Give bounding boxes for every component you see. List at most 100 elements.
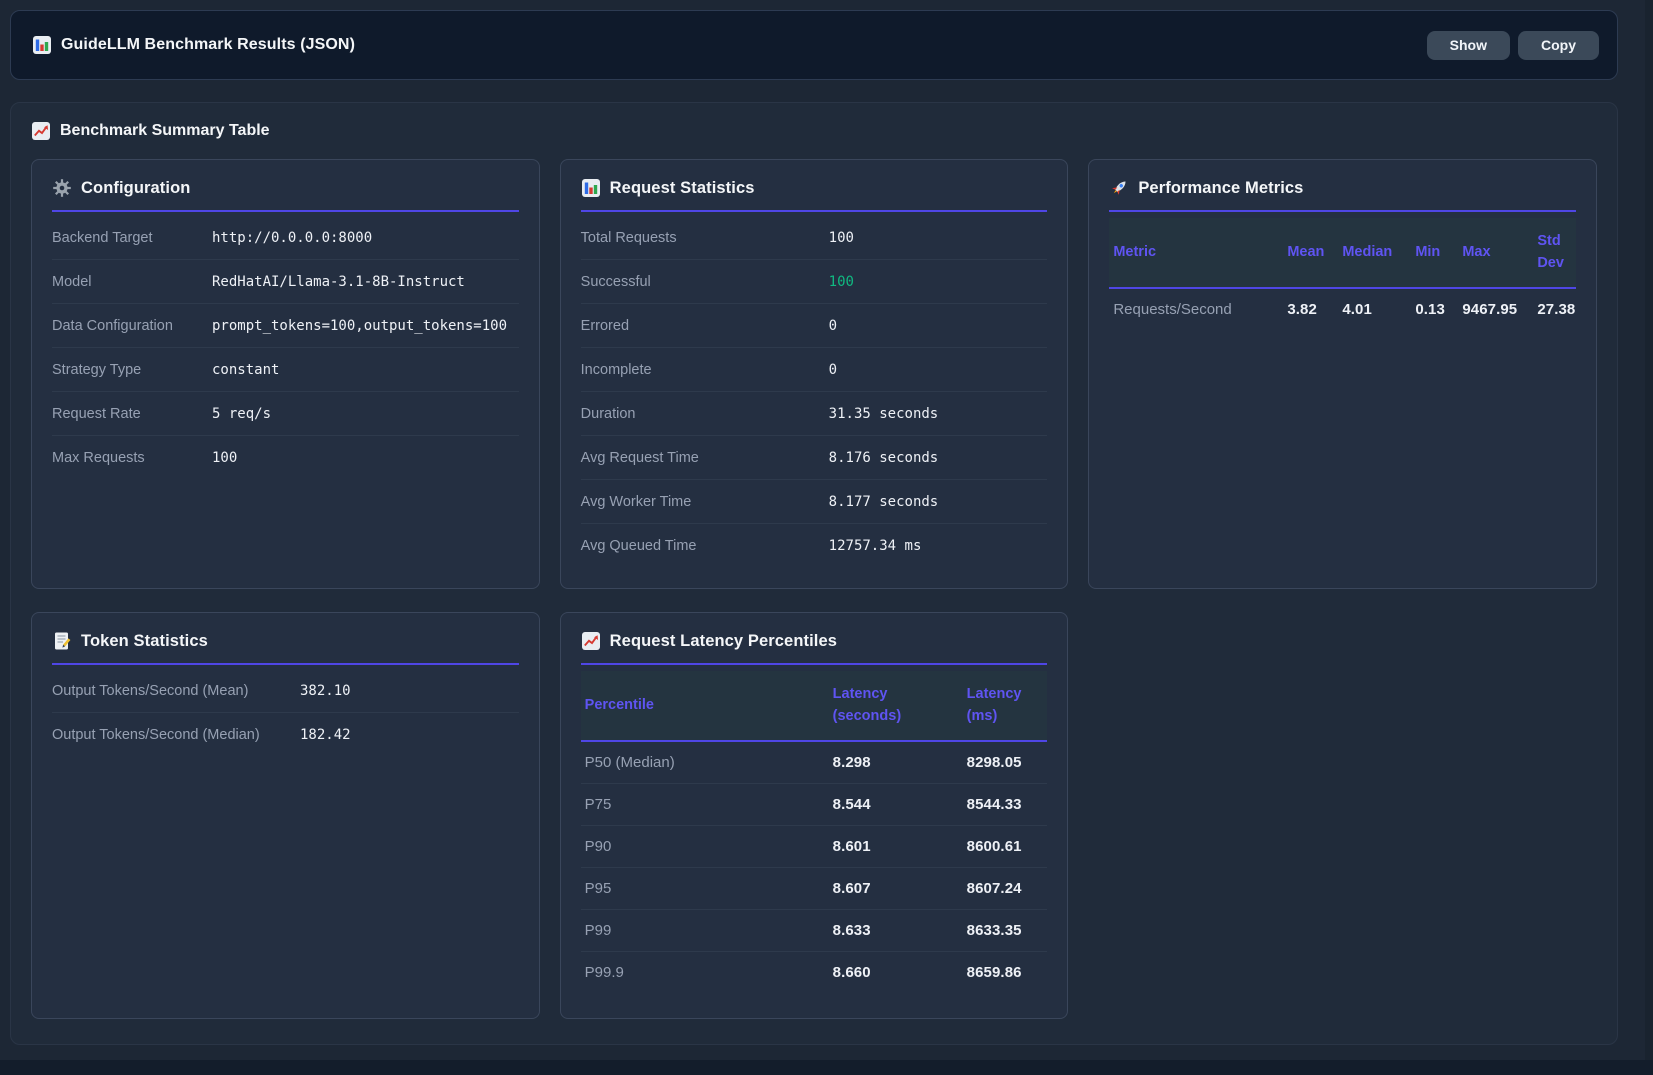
row-label: Data Configuration [52,317,173,334]
row-value: 12757.34 ms [828,538,922,554]
card-title-label: Request Latency Percentiles [609,631,838,650]
table-row-p75: P75 8.544 8544.33 [580,783,1048,826]
header-title-group: GuideLLM Benchmark Results (JSON) [32,35,355,55]
stat-row-total-requests: Total Requests 100 [580,216,1048,260]
row-value: 0 [828,317,838,334]
header-actions: Show Copy [1426,30,1599,60]
row-label: Request Rate [52,405,141,422]
benchmark-summary-panel: Benchmark Summary Table Configuration Ba… [10,102,1618,1045]
stat-row-avg-queued-time: Avg Queued Time 12757.34 ms [581,524,1048,568]
show-button[interactable]: Show [1426,30,1510,60]
metric-median: 4.01 [1342,300,1372,318]
stat-row-avg-request-time: Avg Request Time 8.176 seconds [580,436,1048,480]
col-latency-seconds: Latency (seconds) [828,671,963,742]
col-median: Median [1338,218,1412,289]
latency-seconds: 8.601 [828,825,963,868]
latency-ms: 8607.24 [962,867,1048,910]
percentile-name: P99.9 [584,963,624,981]
performance-metrics-card-title: Performance Metrics [1109,178,1576,212]
config-row-strategy-type: Strategy Type constant [52,348,519,392]
row-value: http://0.0.0.0:8000 [212,229,373,246]
stat-row-incomplete: Incomplete 0 [580,348,1048,392]
card-title-label: Performance Metrics [1138,178,1304,197]
col-latency-seconds-label: Latency (seconds) [832,686,902,725]
stat-row-successful: Successful 100 [580,260,1048,304]
metric-std-dev: 27.38 [1537,300,1576,318]
latency-seconds: 8.298 [828,740,963,784]
copy-button[interactable]: Copy [1518,30,1599,60]
row-value: 8.176 seconds [828,449,939,466]
col-std-dev: Std Dev [1533,218,1576,289]
row-value: RedHatAI/Llama-3.1-8B-Instruct [212,273,465,290]
configuration-card-title: Configuration [52,178,519,212]
row-value: prompt_tokens=100,output_tokens=100 [212,317,508,334]
row-value: 182.42 [300,727,351,743]
col-latency-ms-label: Latency (ms) [966,686,1022,725]
row-value: 31.35 seconds [828,405,939,422]
stat-row-errored: Errored 0 [580,304,1048,348]
section-heading: Benchmark Summary Table [31,119,1597,143]
token-statistics-card: Token Statistics Output Tokens/Second (M… [31,612,540,1019]
table-header-row: Metric Mean Median Min Max Std Dev [1109,218,1576,289]
token-row-mean: Output Tokens/Second (Mean) 382.10 [52,669,519,713]
request-statistics-card-title: Request Statistics [580,178,1048,212]
chart-increasing-icon [31,121,51,141]
config-row-data-configuration: Data Configuration prompt_tokens=100,out… [52,304,519,348]
table-row-p95: P95 8.607 8607.24 [580,867,1048,910]
stat-row-avg-worker-time: Avg Worker Time 8.177 seconds [580,480,1048,524]
percentile-name: P95 [580,867,829,910]
col-mean: Mean [1283,218,1339,289]
latency-ms: 8600.61 [962,825,1048,868]
row-label: Successful [580,273,651,290]
token-statistics-rows: Output Tokens/Second (Mean) 382.10 Outpu… [52,669,519,757]
scrollbar-track[interactable] [1645,0,1653,1075]
col-metric: Metric [1109,218,1284,289]
col-percentile: Percentile [580,671,829,742]
percentile-name: P90 [580,825,829,868]
row-label: Backend Target [52,229,153,246]
metric-min: 0.13 [1415,300,1445,318]
config-row-model: Model RedHatAI/Llama-3.1-8B-Instruct [52,260,519,304]
row-label: Output Tokens/Second (Mean) [52,682,249,699]
row-value: 5 req/s [212,405,272,422]
row-label: Max Requests [52,450,145,466]
metric-name: Requests/Second [1113,300,1232,318]
table-row-p90: P90 8.601 8600.61 [580,825,1048,868]
table-row-p99-9: P99.9 8.660 8659.86 [581,951,1048,993]
row-value: 100 [212,450,238,466]
latency-seconds: 8.660 [832,963,871,981]
stat-row-duration: Duration 31.35 seconds [580,392,1048,436]
cards-grid: Configuration Backend Target http://0.0.… [31,159,1597,1019]
config-row-backend-target: Backend Target http://0.0.0.0:8000 [52,216,519,260]
latency-ms: 8659.86 [966,963,1022,981]
row-label: Duration [580,405,636,422]
latency-percentiles-card-title: Request Latency Percentiles [580,631,1048,665]
row-label: Avg Worker Time [580,493,692,510]
row-label: Avg Request Time [580,449,699,466]
performance-metrics-card: Performance Metrics Metric Mean Median M… [1088,159,1597,589]
configuration-rows: Backend Target http://0.0.0.0:8000 Model… [52,216,519,480]
row-label: Incomplete [580,361,652,378]
performance-metrics-table: Metric Mean Median Min Max Std Dev Reque… [1109,218,1576,330]
latency-percentiles-table: Percentile Latency (seconds) Latency (ms… [580,671,1048,993]
row-label: Strategy Type [52,361,142,378]
latency-ms: 8544.33 [962,783,1048,826]
page-title: GuideLLM Benchmark Results (JSON) [61,36,356,53]
row-label: Model [52,273,92,290]
footer-bar [0,1060,1653,1075]
col-min: Min [1411,218,1459,289]
latency-ms: 8298.05 [962,740,1048,784]
section-title: Benchmark Summary Table [60,122,270,139]
token-statistics-card-title: Token Statistics [52,631,519,665]
latency-ms: 8633.35 [962,909,1048,952]
metric-mean: 3.82 [1287,300,1317,318]
row-value: 100 [828,229,854,246]
row-value: 8.177 seconds [828,493,939,510]
gear-icon [52,178,72,198]
latency-seconds: 8.544 [828,783,963,826]
latency-seconds: 8.633 [828,909,963,952]
card-title-label: Configuration [81,178,191,197]
col-std-dev-label: Std Dev [1537,233,1564,272]
bar-chart-icon [32,35,52,55]
